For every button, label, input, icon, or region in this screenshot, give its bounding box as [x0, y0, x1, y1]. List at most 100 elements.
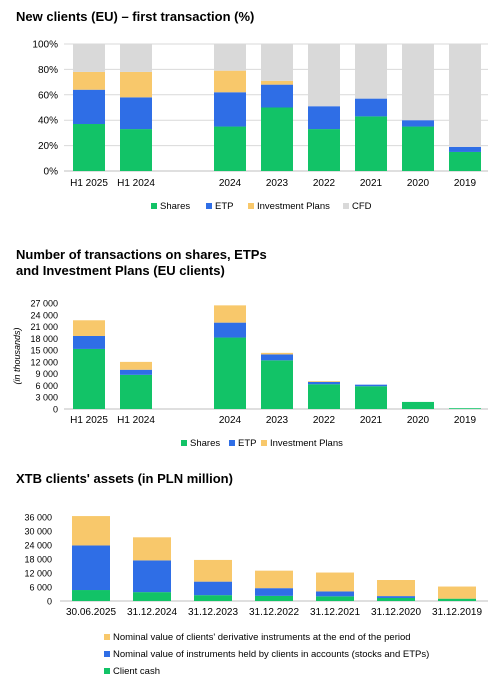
chart3-bar-shares — [377, 597, 415, 601]
chart1-bar-cfd — [449, 44, 481, 147]
chart1-bar-plans — [73, 71, 105, 90]
chart2-bar-etp — [73, 335, 105, 349]
chart1-legend-swatch-plans — [248, 203, 254, 209]
chart1-bar-shares — [402, 126, 434, 171]
chart3-bar-etp — [133, 560, 171, 593]
chart3-bar-shares — [194, 595, 232, 601]
chart2-legend-label: Shares — [190, 438, 220, 449]
chart3-bar-shares — [316, 596, 354, 601]
chart1-title: New clients (EU) – first transaction (%) — [16, 9, 255, 24]
chart1-x-tick-label: 2023 — [266, 178, 289, 189]
chart2-y-tick-label: 27 000 — [30, 299, 58, 309]
chart2-x-tick-label: H1 2024 — [117, 415, 155, 426]
chart1-bar-etp — [355, 98, 387, 117]
chart3-x-tick-label: 31.12.2020 — [371, 607, 421, 618]
chart2-y-tick-label: 3 000 — [35, 393, 58, 403]
chart1-x-tick-label: 2019 — [454, 178, 477, 189]
chart1-x-tick-label: 2021 — [360, 178, 383, 189]
chart1-bar-plans — [261, 80, 293, 85]
chart1-legend-label: Shares — [160, 201, 190, 212]
chart1-bar-plans — [120, 71, 152, 98]
chart3-x-tick-label: 31.12.2021 — [310, 607, 360, 618]
chart1-bar-etp — [214, 92, 246, 127]
chart1-bar-shares — [355, 116, 387, 171]
chart3-legend-label: Nominal value of instruments held by cli… — [113, 649, 429, 660]
chart2-y-axis-label: (in thousands) — [12, 327, 22, 384]
chart2-legend-swatch-plans — [261, 440, 267, 446]
chart3-bar-shares — [133, 592, 171, 601]
chart1-bar-cfd — [402, 44, 434, 121]
chart2-bar-plans — [308, 381, 340, 382]
chart2-bar-shares — [355, 386, 387, 409]
chart3-y-tick-label: 6 000 — [29, 583, 52, 593]
chart1-bar-plans — [214, 70, 246, 93]
chart2-bar-plans — [120, 361, 152, 370]
chart1-x-tick-label: H1 2025 — [70, 178, 108, 189]
chart1-bar-shares — [308, 129, 340, 171]
chart2-legend-label: ETP — [238, 438, 256, 449]
chart1-x-tick-label: H1 2024 — [117, 178, 155, 189]
chart3-y-tick-label: 24 000 — [24, 541, 52, 551]
chart2-legend-swatch-etp — [229, 440, 235, 446]
chart1-y-tick-label: 0% — [44, 167, 59, 178]
chart2-bar-etp — [355, 384, 387, 387]
chart3-bar-plans — [194, 559, 232, 582]
chart2-bar-plans — [214, 305, 246, 323]
chart2-title-line-1: Number of transactions on shares, ETPs — [16, 247, 267, 262]
chart1-bar-cfd — [214, 44, 246, 71]
chart3-legend-swatch-shares — [104, 668, 110, 674]
chart2-legend-swatch-shares — [181, 440, 187, 446]
chart3-bar-etp — [255, 588, 293, 596]
chart2-y-tick-label: 0 — [53, 405, 58, 415]
chart3-bar-plans — [316, 572, 354, 592]
chart2-x-tick-label: 2020 — [407, 415, 430, 426]
chart1-y-tick-label: 20% — [38, 141, 58, 152]
chart3-x-tick-label: 30.06.2025 — [66, 607, 116, 618]
chart1-y-tick-label: 80% — [38, 65, 58, 76]
chart3-legend-swatch-etp — [104, 651, 110, 657]
chart2-x-tick-label: H1 2025 — [70, 415, 108, 426]
chart3-bar-plans — [133, 537, 171, 561]
chart2-bar-shares — [402, 401, 434, 409]
chart3-legend-swatch-plans — [104, 634, 110, 640]
chart1-bar-etp — [402, 120, 434, 127]
chart2-bar-shares — [214, 337, 246, 409]
chart1-bar-cfd — [355, 44, 387, 99]
chart3-bar-plans — [377, 580, 415, 597]
chart2-bar-etp — [120, 369, 152, 375]
chart2-bar-etp — [308, 381, 340, 385]
chart2-x-tick-label: 2021 — [360, 415, 383, 426]
chart3-bar-shares — [72, 590, 110, 601]
chart1-y-tick-label: 40% — [38, 116, 58, 127]
chart1-y-tick-label: 100% — [32, 40, 58, 51]
chart3-x-tick-label: 31.12.2023 — [188, 607, 238, 618]
chart3-y-tick-label: 18 000 — [24, 555, 52, 565]
chart3-bar-plans — [438, 586, 476, 599]
chart3-bar-shares — [438, 598, 476, 601]
chart3-bar-etp — [377, 596, 415, 598]
chart1-bar-shares — [449, 151, 481, 171]
chart2-title-line-2: and Investment Plans (EU clients) — [16, 263, 225, 278]
chart3-legend-label: Nominal value of clients' derivative ins… — [113, 632, 411, 643]
chart1-bar-cfd — [261, 44, 293, 81]
chart2-bar-plans — [261, 352, 293, 355]
chart3-bar-plans — [255, 570, 293, 589]
chart2-bar-shares — [449, 408, 481, 409]
chart1-bar-shares — [73, 124, 105, 171]
chart3-y-tick-label: 0 — [47, 597, 52, 607]
chart1-bar-etp — [73, 89, 105, 125]
chart3-legend-label: Client cash — [113, 666, 160, 676]
chart1-legend-swatch-shares — [151, 203, 157, 209]
chart1-legend-label: ETP — [215, 201, 233, 212]
chart3-bar-etp — [316, 591, 354, 597]
chart3-title: XTB clients' assets (in PLN million) — [16, 471, 233, 486]
chart3-bar-etp — [72, 545, 110, 591]
chart1-bar-shares — [261, 107, 293, 171]
chart2-y-tick-label: 18 000 — [30, 334, 58, 344]
chart1-x-tick-label: 2024 — [219, 178, 242, 189]
chart3-x-tick-label: 31.12.2019 — [432, 607, 482, 618]
chart2-legend-label: Investment Plans — [270, 438, 343, 449]
chart2-x-tick-label: 2019 — [454, 415, 477, 426]
chart2-bar-plans — [73, 320, 105, 336]
